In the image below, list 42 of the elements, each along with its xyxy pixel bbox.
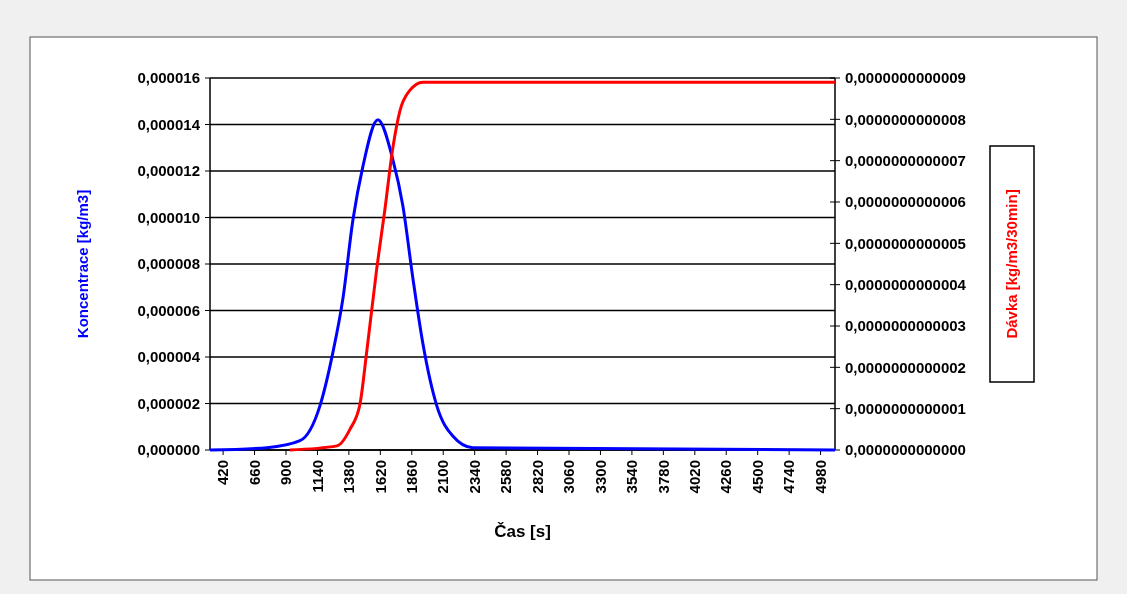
y2-tick-label: 0,0000000000008 (845, 110, 966, 128)
x-tick-label: 4500 (748, 460, 766, 494)
y-tick-label: 0,000012 (137, 162, 200, 180)
x-tick-label: 660 (245, 460, 263, 486)
x-tick-label: 2100 (434, 460, 452, 494)
y2-tick-label: 0,0000000000002 (845, 358, 966, 376)
x-tick-label: 900 (277, 460, 295, 486)
y2-tick-label: 0,0000000000004 (845, 275, 967, 293)
x-tick-label: 3540 (623, 460, 641, 494)
y2-tick-label: 0,0000000000001 (845, 399, 966, 417)
x-tick-label: 1140 (308, 460, 326, 493)
x-tick-label: 4740 (780, 460, 798, 494)
y-tick-label: 0,000010 (137, 208, 200, 226)
x-tick-label: 3300 (591, 460, 609, 494)
x-tick-label: 2580 (497, 460, 515, 494)
y2-tick-label: 0,0000000000005 (845, 234, 966, 252)
y2-tick-label: 0,0000000000009 (845, 69, 966, 87)
y-tick-label: 0,000002 (137, 394, 200, 412)
x-tick-label: 1860 (403, 460, 421, 494)
y2-tick-label: 0,0000000000000 (845, 441, 966, 459)
y2-tick-label: 0,0000000000006 (845, 193, 966, 211)
y-tick-label: 0,000014 (137, 115, 201, 133)
x-tick-label: 4260 (717, 460, 735, 494)
y2-tick-label: 0,0000000000003 (845, 317, 966, 335)
x-tick-label: 1380 (340, 460, 358, 494)
y2-axis-title: Dávka [kg/m3/30min] (1003, 189, 1020, 339)
x-tick-label: 2820 (528, 460, 546, 494)
y-tick-label: 0,000004 (137, 348, 201, 366)
x-tick-label: 4980 (811, 460, 829, 494)
x-tick-label: 1620 (371, 460, 389, 494)
x-tick-label: 2340 (465, 460, 483, 494)
y2-tick-label: 0,0000000000007 (845, 151, 966, 169)
y-axis-title: Koncentrace [kg/m3] (74, 189, 91, 339)
x-axis-title: Čas [s] (494, 522, 551, 541)
y-tick-label: 0,000008 (137, 255, 200, 273)
x-tick-label: 4020 (686, 460, 704, 494)
x-tick-label: 3060 (560, 460, 578, 494)
y-tick-label: 0,000000 (137, 441, 200, 459)
y-tick-label: 0,000016 (137, 69, 200, 87)
y-tick-label: 0,000006 (137, 301, 200, 319)
x-tick-label: 420 (214, 460, 232, 486)
x-tick-label: 3780 (654, 460, 672, 494)
